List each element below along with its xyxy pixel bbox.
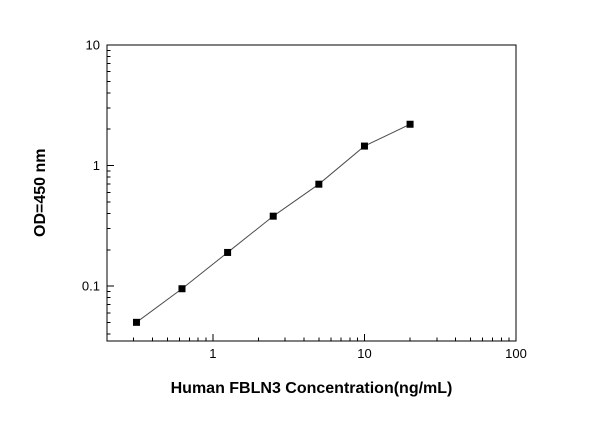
- y-tick-label: 0.1: [82, 279, 100, 294]
- y-tick-label: 10: [86, 38, 100, 53]
- data-point: [269, 212, 277, 220]
- data-point: [224, 248, 232, 256]
- data-series: [132, 120, 414, 326]
- y-tick-label: 1: [93, 158, 100, 173]
- x-tick-label: 100: [505, 346, 527, 361]
- y-axis: 0.1 1 10: [82, 38, 114, 335]
- x-tick-label: 10: [357, 346, 371, 361]
- data-point: [178, 285, 186, 293]
- data-point: [132, 318, 140, 326]
- data-point: [406, 120, 414, 128]
- data-point: [315, 180, 323, 188]
- plot-frame: [106, 44, 517, 342]
- y-axis-title: OD=450 nm: [32, 148, 49, 238]
- x-tick-label: 1: [209, 346, 216, 361]
- x-axis: 1 10 100: [106, 334, 527, 361]
- x-axis-title: Human FBLN3 Concentration(ng/mL): [170, 380, 453, 397]
- data-point: [360, 142, 368, 150]
- series-line: [136, 123, 411, 323]
